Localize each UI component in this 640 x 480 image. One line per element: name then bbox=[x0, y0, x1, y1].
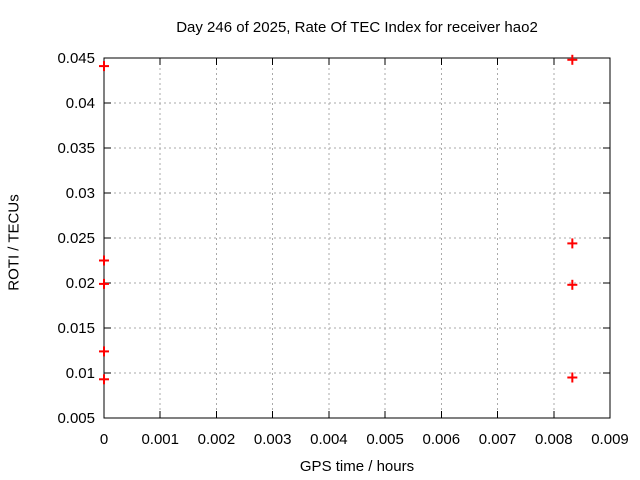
x-tick-label: 0 bbox=[100, 431, 108, 448]
x-tick-label: 0.008 bbox=[535, 431, 573, 448]
chart-title: Day 246 of 2025, Rate Of TEC Index for r… bbox=[176, 19, 538, 36]
x-tick-label: 0.005 bbox=[366, 431, 404, 448]
x-tick-label: 0.003 bbox=[254, 431, 292, 448]
x-tick-label: 0.001 bbox=[141, 431, 179, 448]
y-tick-label: 0.045 bbox=[57, 50, 95, 67]
x-tick-label: 0.007 bbox=[479, 431, 517, 448]
y-tick-label: 0.01 bbox=[66, 365, 95, 382]
x-tick-label: 0.006 bbox=[423, 431, 461, 448]
y-axis-label: ROTI / TECUs bbox=[5, 194, 23, 291]
y-tick-label: 0.04 bbox=[66, 95, 95, 112]
x-tick-label: 0.009 bbox=[591, 431, 629, 448]
x-tick-label: 0.004 bbox=[310, 431, 348, 448]
y-tick-label: 0.025 bbox=[57, 230, 95, 247]
y-tick-label: 0.015 bbox=[57, 320, 95, 337]
y-tick-label: 0.02 bbox=[66, 275, 95, 292]
y-tick-label: 0.005 bbox=[57, 410, 95, 427]
y-tick-label: 0.035 bbox=[57, 140, 95, 157]
y-tick-label: 0.03 bbox=[66, 185, 95, 202]
x-axis-label: GPS time / hours bbox=[299, 458, 415, 475]
x-tick-label: 0.002 bbox=[198, 431, 236, 448]
